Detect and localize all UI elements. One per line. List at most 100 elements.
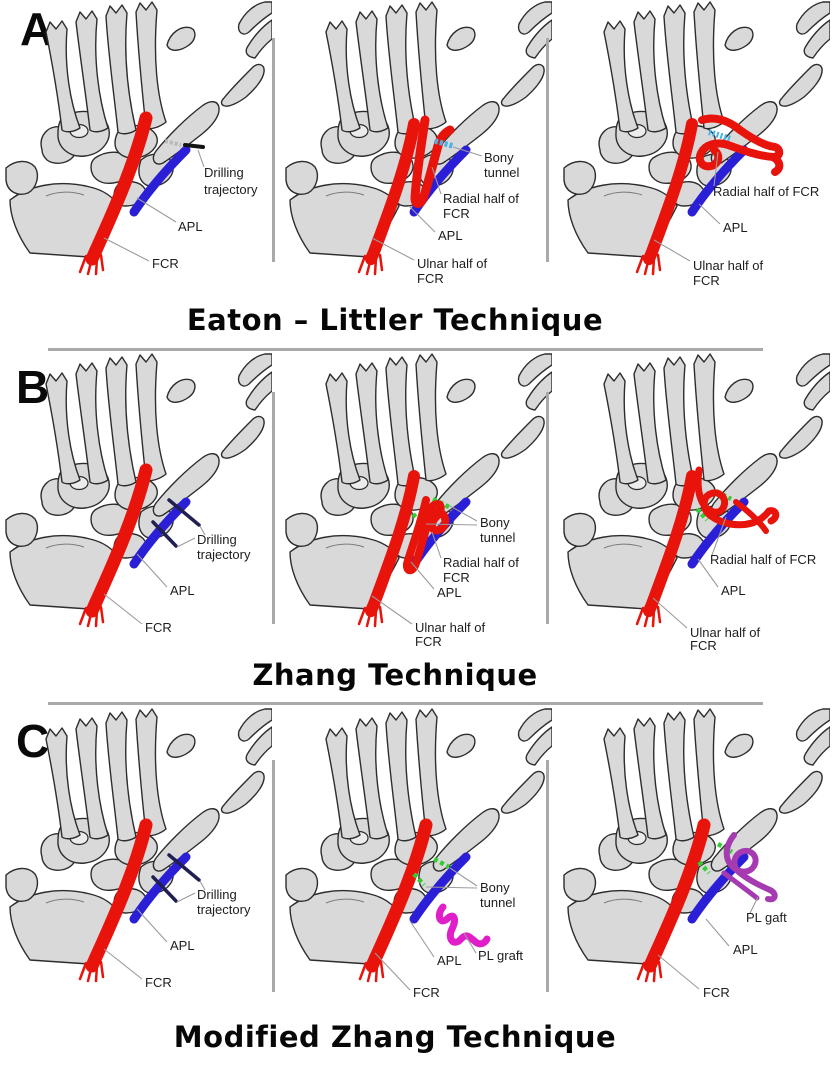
bony-tunnel-marker bbox=[412, 872, 426, 887]
pl-graft-weave bbox=[723, 832, 773, 893]
label-leader-line bbox=[103, 948, 143, 980]
panel-divider bbox=[546, 38, 549, 262]
label-ulnar-half-fcr: FCR bbox=[415, 634, 442, 649]
section-divider bbox=[48, 348, 763, 351]
label-leader-line bbox=[652, 597, 688, 629]
panel-a-step3-reconstruction: Radial half of FCR APL Ulnar half of FCR bbox=[558, 0, 830, 300]
label-ulnar-half-fcr: Ulnar half of bbox=[417, 256, 487, 271]
label-ulnar-half-fcr: FCR bbox=[693, 273, 720, 288]
label-fcr: FCR bbox=[145, 975, 172, 990]
panel-a-step2-tunnel: Bony tunnel Radial half of FCR APL Ulnar… bbox=[280, 0, 552, 300]
label-apl: APL bbox=[723, 220, 748, 235]
label-radial-half-fcr: FCR bbox=[443, 570, 470, 585]
panel-divider bbox=[272, 392, 275, 624]
label-leader-line bbox=[657, 954, 700, 990]
label-leader-line bbox=[199, 880, 206, 891]
panel-divider bbox=[546, 392, 549, 624]
label-apl: APL bbox=[437, 585, 462, 600]
label-leader-line bbox=[425, 886, 478, 889]
label-apl: APL bbox=[170, 938, 195, 953]
label-apl: APL bbox=[733, 942, 758, 957]
bony-tunnel-marker bbox=[432, 857, 451, 869]
label-leader-line bbox=[452, 146, 483, 157]
label-leader-line bbox=[136, 197, 177, 223]
section-c-title: Modified Zhang Technique bbox=[173, 1020, 617, 1054]
label-leader-line bbox=[374, 952, 411, 991]
panel-divider bbox=[272, 760, 275, 992]
label-apl: APL bbox=[170, 583, 195, 598]
label-leader-line bbox=[136, 553, 168, 588]
label-fcr: FCR bbox=[145, 620, 172, 635]
label-drilling-trajectory: Drilling bbox=[197, 532, 237, 547]
section-b-title: Zhang Technique bbox=[252, 658, 538, 692]
drilling-trajectory-line bbox=[167, 498, 201, 527]
label-leader-line bbox=[371, 595, 413, 625]
panel-a-step1-drilling: Drilling trajectory APL FCR bbox=[0, 0, 272, 300]
label-bony-tunnel: tunnel bbox=[484, 165, 520, 180]
label-radial-half-fcr: Radial half of FCR bbox=[713, 184, 819, 199]
panel-b-step3-reconstruction: Radial half of FCR APL Ulnar half of FCR bbox=[558, 352, 830, 652]
label-ulnar-half-fcr: Ulnar half of bbox=[415, 620, 485, 635]
bony-tunnel-marker bbox=[697, 860, 711, 875]
label-leader-line bbox=[653, 239, 691, 262]
bony-tunnel-marker bbox=[695, 507, 709, 522]
pl-graft-ribbon bbox=[435, 903, 491, 948]
section-c-letter: C bbox=[16, 715, 50, 767]
pl-graft-weave bbox=[721, 870, 760, 901]
label-leader-line bbox=[408, 205, 436, 233]
label-leader-line bbox=[697, 558, 719, 588]
fcr-radial-half-zigzag bbox=[427, 500, 450, 535]
label-leader-line bbox=[431, 166, 442, 195]
label-drilling-trajectory: Drilling bbox=[204, 165, 244, 180]
panel-c-step1-drilling: Drilling trajectory APL FCR bbox=[0, 707, 272, 1007]
label-ulnar-half-fcr: FCR bbox=[417, 271, 444, 286]
label-leader-line bbox=[136, 908, 168, 943]
panel-c-step2-tunnel-graft: Bony tunnel APL PL graft FCR bbox=[280, 707, 552, 1007]
bony-tunnel-marker bbox=[434, 138, 454, 149]
label-apl: APL bbox=[438, 228, 463, 243]
label-leader-line bbox=[713, 151, 719, 187]
section-a-title: Eaton – Littler Technique bbox=[186, 303, 604, 337]
label-leader-line bbox=[449, 505, 478, 522]
label-leader-line bbox=[371, 237, 415, 261]
label-leader-line bbox=[410, 561, 435, 590]
drilling-trajectory-line bbox=[151, 875, 178, 903]
label-leader-line bbox=[199, 525, 206, 536]
label-bony-tunnel: tunnel bbox=[480, 895, 516, 910]
label-leader-line bbox=[176, 892, 196, 903]
label-bony-tunnel: Bony bbox=[480, 880, 510, 895]
label-leader-line bbox=[431, 531, 442, 559]
fcr-radial-half-weave bbox=[765, 507, 780, 525]
label-fcr: FCR bbox=[152, 256, 179, 271]
label-radial-half-fcr: Radial half of FCR bbox=[710, 552, 816, 567]
fcr-radial-half-weave bbox=[733, 499, 769, 534]
label-ulnar-half-fcr: FCR bbox=[690, 638, 717, 652]
label-leader-line bbox=[449, 867, 478, 887]
section-b-letter: B bbox=[16, 361, 50, 413]
fcr-radial-half-weave bbox=[769, 153, 784, 176]
panel-b-step1-drilling: Drilling trajectory APL FCR bbox=[0, 352, 272, 652]
drilling-trajectory-line bbox=[151, 520, 178, 548]
label-leader-line bbox=[409, 920, 435, 958]
label-leader-line bbox=[698, 203, 721, 225]
fcr-radial-half-loop bbox=[402, 496, 437, 575]
label-drilling-trajectory: Drilling bbox=[197, 887, 237, 902]
label-leader-line bbox=[749, 896, 759, 914]
fcr-radial-half-loop bbox=[410, 115, 455, 208]
label-leader-line bbox=[197, 149, 205, 168]
label-drilling-trajectory: trajectory bbox=[197, 902, 251, 917]
label-pl-gaft: PL gaft bbox=[746, 910, 787, 925]
label-leader-line bbox=[705, 918, 730, 947]
label-leader-line bbox=[103, 237, 150, 262]
label-radial-half-fcr: Radial half of bbox=[443, 555, 519, 570]
label-ulnar-half-fcr: Ulnar half of bbox=[693, 258, 763, 273]
panel-c-step3-reconstruction: PL gaft APL FCR bbox=[558, 707, 830, 1007]
label-bony-tunnel: Bony bbox=[480, 515, 510, 530]
label-radial-half-fcr: FCR bbox=[443, 206, 470, 221]
label-radial-half-fcr: Radial half of bbox=[443, 191, 519, 206]
label-apl: APL bbox=[178, 219, 203, 234]
panel-b-step2-tunnel: Bony tunnel Radial half of FCR APL Ulnar… bbox=[280, 352, 552, 652]
label-pl-graft: PL graft bbox=[478, 948, 523, 963]
label-leader-line bbox=[176, 537, 196, 548]
